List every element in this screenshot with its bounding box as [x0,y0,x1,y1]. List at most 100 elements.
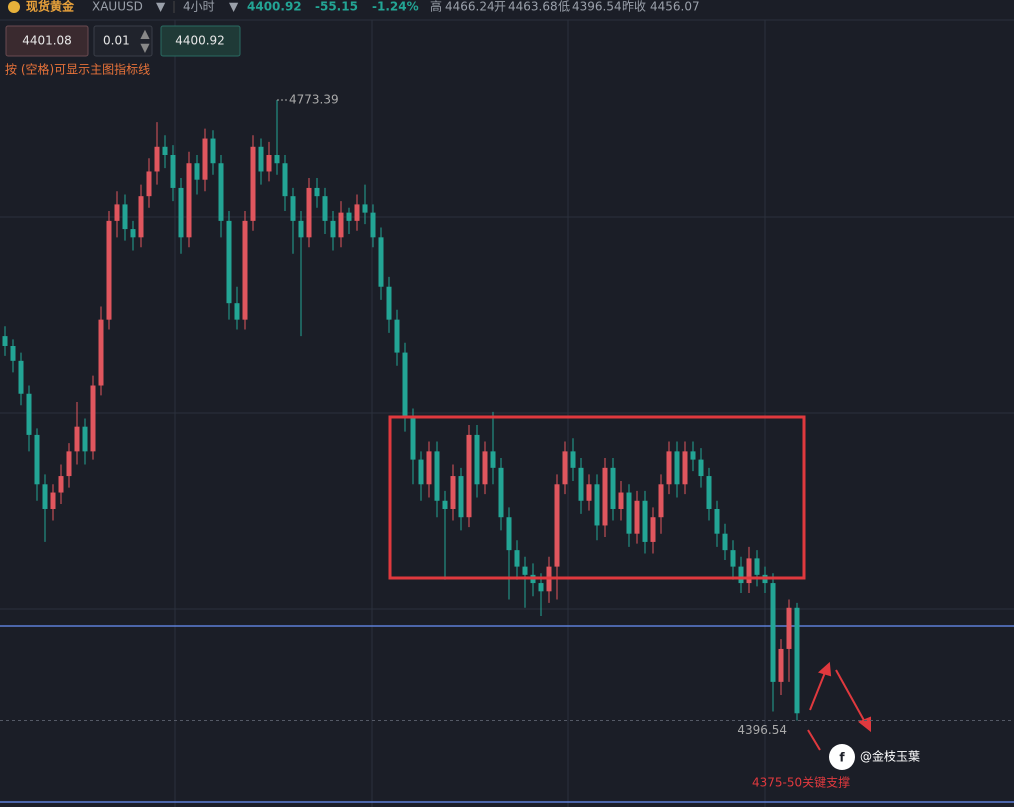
candle-body [354,204,360,221]
arrows [807,661,871,751]
candle-body [58,476,64,493]
candle-body [90,385,96,452]
candle-body [522,566,528,575]
candle-body [266,155,272,172]
candle-body [722,533,728,551]
facebook-icon [829,744,855,770]
candle-body [418,459,424,485]
candle-body [738,566,744,584]
candle-body [306,187,312,238]
arrow [809,669,827,711]
candle-body [746,558,752,584]
label: 高 [430,0,442,14]
candle-body [298,220,304,238]
sell-button[interactable] [5,25,89,57]
candle-body [146,171,152,197]
candle-body [586,484,592,501]
candle-body [386,286,392,320]
candle-body [514,550,520,567]
lot-input[interactable] [93,25,153,57]
candle-body [74,426,80,452]
candle-body [570,451,576,468]
candle-body [682,451,688,485]
candle-body [714,508,720,534]
candle-body [154,146,160,172]
lot: 0.01 [103,34,130,48]
candle-body [114,204,120,221]
low-label: 4396.54 [737,723,787,737]
buy-button[interactable] [160,25,241,57]
candle-body [274,155,280,164]
candle-body [730,550,736,567]
arrow [835,669,867,725]
dropdown-caret[interactable]: ▼ [156,0,166,14]
candle-body [706,476,712,509]
candle-body [138,196,144,238]
candle-body [442,500,448,509]
candle-body [314,187,320,197]
candle-body [658,484,664,518]
candle-body [202,138,208,180]
candle-body [794,607,800,714]
candle-body [330,220,336,238]
candle-body [490,451,496,468]
timeframe[interactable]: 4小时 [183,0,215,14]
dropdown-caret[interactable]: ▼ [229,0,239,14]
label: 开 [494,0,506,14]
candle-body [82,426,88,452]
candle-body [98,319,104,386]
candle-body [178,187,184,238]
candle-body [770,583,776,682]
candle-body [778,648,784,682]
candle-body [498,467,504,518]
candle-body [618,492,624,509]
candle-body [538,583,544,592]
arrow [807,729,821,751]
spin-up[interactable]: ▲ [140,27,150,41]
grid [0,19,1014,807]
watermark: @金枝玉葉 [860,749,920,764]
candle-body [338,212,344,238]
candle-body [170,155,176,188]
candle-body [106,220,112,320]
symbol-icon [8,1,20,13]
candle-body [562,451,568,485]
candle-body [282,163,288,197]
sell-price: 4401.08 [22,34,72,48]
candle-body [370,212,376,238]
candle-body [634,500,640,534]
candle-body [42,484,48,509]
candle-body [458,476,464,518]
candle-body [610,467,616,509]
candle-body [66,451,72,477]
candle-body [754,558,760,575]
spin-down[interactable]: ▼ [140,41,150,55]
candle-body [578,467,584,501]
candle-body [34,434,40,485]
change-pct: -1.24% [372,0,419,14]
arrow-head [817,661,832,677]
candle-body [226,220,232,304]
candle-body [10,345,16,361]
candle-body [258,146,264,172]
value: 4466.24 [445,0,495,14]
value: 4456.07 [650,0,700,14]
candle-body [346,212,352,221]
symbol-name[interactable]: 现货黄金 [26,0,75,14]
candle-body [482,451,488,485]
label: 低 [558,0,570,14]
symbol-code[interactable]: XAUUSD [92,0,143,14]
candle-body [466,434,472,518]
candle-body [474,434,480,485]
candle-body [242,220,248,320]
candle-body [2,336,8,346]
candle-body [162,146,168,156]
candle-body [194,163,200,180]
value: 4463.68 [508,0,558,14]
candle-body [402,352,408,419]
candle-body [666,451,672,485]
candle-body [506,517,512,551]
value: 4396.54 [572,0,622,14]
